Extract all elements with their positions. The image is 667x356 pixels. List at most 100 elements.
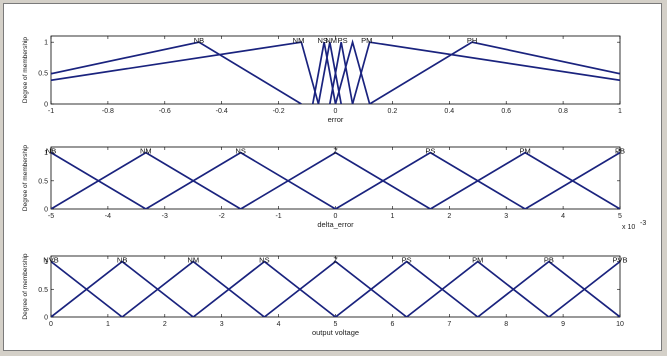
x-tick-label: 0	[334, 108, 338, 115]
mf-curve-z	[240, 151, 431, 209]
x-tick-label: 5	[618, 213, 622, 220]
y-axis-label: Degree of membership	[22, 145, 29, 211]
x-tick-label: -1	[275, 213, 281, 220]
x-tick-label: -2	[219, 213, 225, 220]
mf-label-pm: PM	[361, 36, 372, 45]
x-axis-label: delta_error	[317, 220, 354, 229]
mf-curve-nm	[121, 260, 265, 317]
y-tick-label: 0.5	[38, 178, 48, 185]
mf-curve-ph	[369, 41, 620, 104]
figure-window: -1 -0.8 -0.6 -0.4 -0.2 0 0.2 0.4 0.6 0.8 1 0 0.5 1 Deg…	[3, 3, 662, 351]
x-tick-label: 2	[447, 213, 451, 220]
x-tick-label: 5	[334, 321, 338, 328]
mf-label-z: Z	[333, 256, 338, 265]
membership-function-figure: -1 -0.8 -0.6 -0.4 -0.2 0 0.2 0.4 0.6 0.8 100.51Deg…	[22, 35, 646, 337]
mf-curve-unnamed	[351, 41, 620, 104]
x-tick-label: 10	[616, 321, 624, 328]
y-axis-label: Degree of membership	[22, 37, 29, 103]
x-tick-label: 0	[49, 321, 53, 328]
mf-curve-nb	[51, 41, 302, 104]
y-tick-label: 0	[44, 102, 48, 109]
mf-label-nm: NM	[293, 36, 305, 45]
mf-label-pm: PM	[472, 256, 483, 265]
plot-area	[50, 255, 621, 318]
x-tick-label: 0.6	[501, 108, 511, 115]
mf-curve-ns	[192, 260, 337, 317]
mf-curve-nb	[51, 260, 194, 317]
x-tick-label: -3	[162, 213, 168, 220]
y-tick-label: 1	[44, 259, 48, 266]
mf-curve-nb	[51, 151, 147, 209]
x-tick-label: 6	[390, 321, 394, 328]
mf-curve-ps	[328, 42, 354, 104]
x-tick-label: -0.6	[159, 108, 171, 115]
mf-curve-pm	[429, 151, 620, 209]
x-tick-label: 4	[561, 213, 565, 220]
x-tick-label: 2	[163, 321, 167, 328]
mf-curve-nm	[317, 42, 343, 104]
mf-label-nm: NM	[187, 256, 199, 265]
x-tick-label: 3	[220, 321, 224, 328]
mf-label-ns: NS	[259, 256, 269, 265]
x-tick-label: -0.2	[273, 108, 285, 115]
x-axis-label: error	[328, 115, 344, 124]
x-tick-label: 0.8	[558, 108, 568, 115]
mf-label-nb: NB	[194, 36, 204, 45]
x-tick-label: 8	[504, 321, 508, 328]
mf-label-ps: PS	[402, 256, 412, 265]
mf-curve-ns	[145, 151, 336, 209]
y-axis-label: Degree of membership	[22, 253, 29, 319]
mf-curve-ns	[311, 42, 337, 104]
mf-curve-ps	[335, 151, 526, 209]
x-tick-label: -1	[48, 108, 54, 115]
y-tick-label: 0.5	[38, 71, 48, 78]
mf-label-ps: PS	[338, 36, 348, 45]
x-tick-label: -4	[105, 213, 111, 220]
mf-curve-pm	[334, 38, 371, 104]
y-tick-label: 0	[44, 207, 48, 214]
mf-curve-z	[263, 260, 408, 317]
x-tick-label: 3	[504, 213, 508, 220]
x-tick-label: 1	[618, 108, 622, 115]
x-axis-label: output voltage	[312, 328, 359, 337]
mf-label-nvb: NVB	[43, 256, 58, 265]
plot-area	[50, 146, 621, 210]
mf-curve-pb	[524, 151, 620, 209]
mf-label-pvb: PVB	[612, 256, 627, 265]
mf-curve-pb	[477, 260, 620, 317]
mf-label-ns: NS	[235, 147, 245, 156]
x-tick-label: 0.2	[388, 108, 398, 115]
x-tick-label: 0	[334, 213, 338, 220]
x-tick-label: 0.4	[444, 108, 454, 115]
chart-panel-1: -1 -0.8 -0.6 -0.4 -0.2 0 0.2 0.4 0.6 0.8 1 0 0.5 1 Deg…	[22, 35, 622, 124]
mf-label-nb: NB	[117, 256, 127, 265]
mf-label-nm: NM	[140, 147, 152, 156]
mf-label-ph: PH	[467, 36, 477, 45]
mf-curve-ps	[334, 260, 479, 317]
x-axis-exponent-power: -3	[640, 220, 646, 227]
chart-panel-2: -5 -4 -3 -2 -1 0 1 2 3 4 5 0 0.5 1 Degree of membershi…	[22, 145, 646, 231]
mf-label-pb: PB	[544, 256, 554, 265]
x-tick-label: 1	[390, 213, 394, 220]
mf-label-nb: NB	[46, 147, 56, 156]
y-tick-label: 0.5	[38, 287, 48, 294]
mf-label-ps: PS	[425, 147, 435, 156]
mf-label-pb: PB	[615, 147, 625, 156]
y-tick-label: 1	[44, 150, 48, 157]
x-tick-label: 4	[277, 321, 281, 328]
y-tick-label: 0	[44, 315, 48, 322]
mf-curve-nm	[51, 41, 320, 104]
x-tick-label: -0.8	[102, 108, 114, 115]
mf-curve-nm	[51, 151, 242, 209]
mf-curve-nvb	[51, 260, 123, 317]
x-tick-label: 1	[106, 321, 110, 328]
mf-label-ns: NS	[317, 36, 327, 45]
mf-label-nm: NM	[325, 36, 337, 45]
mf-label-z: Z	[333, 147, 338, 156]
x-tick-label: 7	[447, 321, 451, 328]
mf-curve-pvb	[548, 260, 620, 317]
x-tick-label: 9	[561, 321, 565, 328]
x-tick-label: -5	[48, 213, 54, 220]
x-axis-exponent: x 10	[622, 224, 635, 231]
mf-curve-pm	[406, 260, 550, 317]
